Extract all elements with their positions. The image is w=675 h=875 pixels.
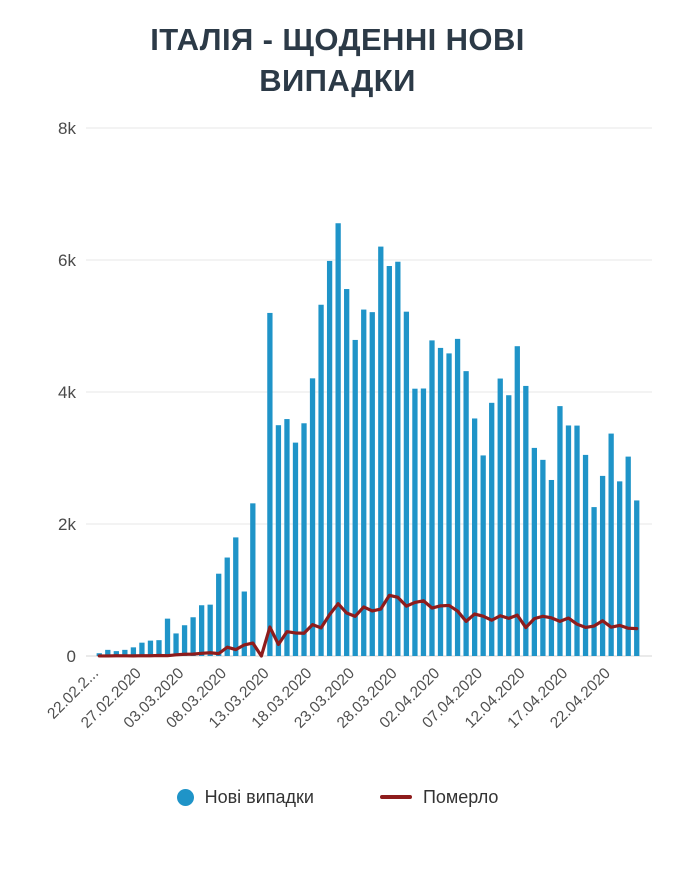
bar[interactable] (147, 640, 154, 656)
bar[interactable] (199, 605, 205, 656)
bar[interactable] (454, 338, 461, 656)
bar[interactable] (173, 633, 179, 656)
bars-series (96, 223, 640, 656)
bar[interactable] (634, 500, 640, 656)
bar[interactable] (420, 388, 427, 656)
bar[interactable] (292, 442, 299, 656)
bar[interactable] (122, 649, 128, 656)
bar[interactable] (378, 246, 384, 656)
bar[interactable] (207, 604, 213, 656)
bar[interactable] (557, 405, 563, 656)
bar[interactable] (369, 311, 375, 656)
y-tick-label: 8k (58, 119, 76, 138)
chart-page: ІТАЛІЯ - ЩОДЕННІ НОВІ ВИПАДКИ 0 2k 4k 6k 8k 2… (0, 20, 675, 875)
legend-item-cases[interactable]: Нові випадки (176, 786, 314, 808)
bar[interactable] (574, 425, 580, 656)
bar[interactable] (540, 459, 546, 656)
y-tick-label: 6k (58, 251, 76, 270)
bar[interactable] (156, 639, 162, 656)
bar[interactable] (190, 617, 196, 656)
bar[interactable] (617, 481, 623, 656)
bar[interactable] (181, 625, 188, 656)
legend: Нові випадки Померло (0, 787, 675, 808)
y-tick-label: 4k (58, 383, 76, 402)
bar[interactable] (591, 506, 597, 656)
bar[interactable] (480, 455, 486, 656)
bar[interactable] (429, 340, 435, 656)
bar[interactable] (446, 353, 452, 656)
bar[interactable] (216, 573, 222, 656)
bar[interactable] (497, 378, 503, 656)
bar[interactable] (463, 370, 469, 656)
bar[interactable] (224, 557, 230, 656)
bar[interactable] (625, 456, 631, 656)
bar[interactable] (523, 385, 529, 656)
bar[interactable] (139, 642, 145, 656)
bar[interactable] (608, 433, 614, 656)
bar[interactable] (113, 650, 119, 656)
bar[interactable] (335, 223, 341, 656)
cases-legend-marker (176, 788, 194, 806)
bar[interactable] (386, 265, 392, 656)
bar[interactable] (531, 447, 537, 656)
deaths-legend-label: Померло (422, 786, 499, 807)
bar[interactable] (301, 423, 307, 656)
bar[interactable] (582, 454, 589, 656)
bar[interactable] (250, 503, 256, 656)
bar[interactable] (352, 339, 358, 656)
bar[interactable] (472, 418, 478, 656)
bar[interactable] (275, 425, 282, 656)
bar[interactable] (565, 425, 572, 656)
bar[interactable] (233, 537, 239, 656)
bar[interactable] (395, 261, 401, 656)
chart-area: 0 2k 4k 6k 8k 22.02.2... 27.02.2020 03.03.2020 0… (0, 102, 675, 757)
bar[interactable] (548, 479, 555, 656)
deaths-legend-marker (379, 795, 412, 800)
bar[interactable] (361, 309, 367, 656)
bar[interactable] (344, 288, 350, 656)
bar[interactable] (506, 395, 512, 656)
bar[interactable] (318, 304, 324, 656)
bar[interactable] (599, 475, 606, 656)
bar[interactable] (326, 260, 333, 656)
deaths-line[interactable] (97, 593, 639, 658)
bar[interactable] (437, 347, 444, 656)
legend-item-deaths[interactable]: Померло (379, 786, 499, 808)
x-axis-labels: 22.02.2...27.02.202003.03.202008.03.2020… (44, 664, 614, 731)
bar[interactable] (241, 591, 247, 656)
bar[interactable] (489, 402, 495, 656)
y-tick-label: 0 (67, 647, 76, 666)
bar[interactable] (267, 312, 273, 656)
y-tick-label: 2k (58, 515, 76, 534)
bar[interactable] (164, 618, 171, 656)
bar[interactable] (105, 649, 111, 656)
bar[interactable] (514, 346, 520, 656)
chart-title: ІТАЛІЯ - ЩОДЕННІ НОВІ ВИПАДКИ (150, 22, 525, 98)
bar[interactable] (403, 311, 410, 656)
cases-legend-label: Нові випадки (204, 786, 314, 807)
bar[interactable] (412, 388, 418, 656)
bar[interactable] (309, 378, 316, 656)
bar[interactable] (130, 647, 137, 656)
chart-canvas: 0 2k 4k 6k 8k 22.02.2...27.02.202003.03.20200… (44, 119, 652, 731)
bar[interactable] (284, 418, 290, 656)
